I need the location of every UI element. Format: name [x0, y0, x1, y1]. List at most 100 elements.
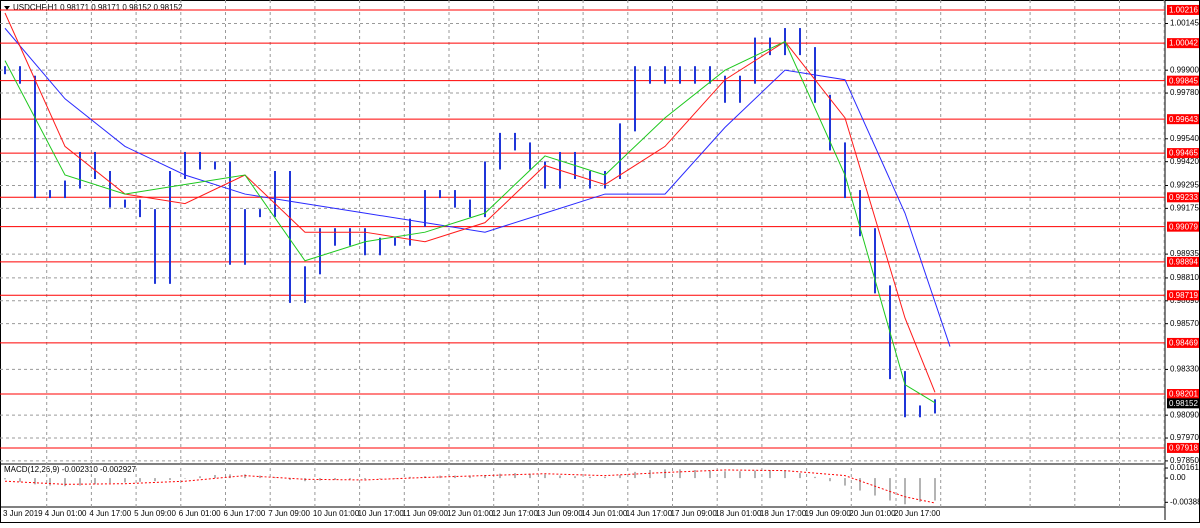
time-label: 3 Jun 2019 — [3, 509, 43, 518]
macd-bar — [604, 476, 606, 479]
time-label: 19 Jun 09:00 — [805, 509, 852, 518]
price-label: 0.98570 — [1170, 319, 1199, 328]
time-label: 17 Jun 09:00 — [671, 509, 718, 518]
price-label: 0.99420 — [1170, 157, 1199, 166]
level-label: 0.98719 — [1169, 291, 1198, 300]
macd-bar — [739, 471, 741, 479]
macd-bar — [169, 478, 171, 480]
price-label: 0.99900 — [1170, 65, 1199, 74]
macd-bar — [199, 476, 201, 479]
level-tag — [1167, 75, 1199, 86]
level-tag — [1167, 148, 1199, 159]
level-tag — [1167, 442, 1199, 453]
macd-bar — [784, 470, 786, 479]
time-label: 13 Jun 09:00 — [536, 509, 583, 518]
macd-bar — [109, 478, 111, 484]
macd-signal — [4, 469, 936, 504]
macd-bar — [844, 478, 846, 486]
symbol-menu[interactable] — [4, 6, 10, 10]
macd-bar — [94, 478, 96, 485]
time-label: 10 Jun 17:00 — [358, 509, 405, 518]
time-label: 7 Jun 09:00 — [268, 509, 310, 518]
macd-bar — [589, 476, 591, 479]
macd-bar — [499, 473, 501, 479]
macd-bar — [214, 474, 216, 479]
time-label: 12 Jun 17:00 — [492, 509, 539, 518]
moving-average — [4, 12, 936, 393]
macd-bar — [814, 476, 816, 479]
macd-bar — [754, 470, 756, 479]
time-label: 10 Jun 01:00 — [313, 509, 360, 518]
price-label: 0.98090 — [1170, 410, 1199, 419]
level-tag — [1167, 256, 1199, 267]
level-label: 0.99845 — [1169, 76, 1198, 85]
price-label: 0.98330 — [1170, 365, 1199, 374]
level-tag — [1167, 389, 1199, 400]
price-label: 0.97850 — [1170, 456, 1199, 465]
macd-bar — [724, 471, 726, 479]
level-tag — [1167, 221, 1199, 232]
macd-bar — [874, 478, 876, 496]
time-label: 20 Jun 01:00 — [849, 509, 896, 518]
macd-title: MACD(12,26,9) -0.002310 -0.002927 — [4, 465, 137, 474]
time-label: 12 Jun 01:00 — [447, 509, 494, 518]
level-label: 0.99465 — [1169, 149, 1198, 158]
time-label: 18 Jun 17:00 — [760, 509, 807, 518]
level-tag — [1167, 38, 1199, 49]
time-label: 14 Jun 17:00 — [626, 509, 673, 518]
macd-bar — [49, 478, 51, 486]
macd-bar — [394, 478, 396, 479]
macd-bar — [649, 469, 651, 479]
macd-bar — [574, 476, 576, 479]
macd-bar — [559, 475, 561, 479]
macd-bar — [19, 478, 21, 482]
macd-bar — [679, 469, 681, 479]
level-tag — [1167, 337, 1199, 348]
macd-bar — [229, 474, 231, 479]
level-tag — [1167, 290, 1199, 301]
level-tag — [1167, 192, 1199, 203]
level-label: 0.97918 — [1169, 444, 1198, 453]
level-tag — [1167, 4, 1199, 15]
macd-bar — [139, 478, 141, 482]
price-label: 0.98690 — [1170, 296, 1199, 305]
macd-bar — [454, 475, 456, 479]
macd-bar — [289, 478, 291, 480]
macd-bar — [379, 478, 381, 479]
macd-bar — [709, 470, 711, 479]
macd-bar — [904, 478, 906, 505]
level-label: 0.98469 — [1169, 339, 1198, 348]
macd-bar — [64, 478, 66, 487]
time-label: 20 Jun 17:00 — [894, 509, 941, 518]
symbol-header: USDCHF,H1 0.98171 0.98171 0.98152 0.9815… — [13, 3, 183, 12]
macd-bar — [544, 474, 546, 479]
macd-bar — [529, 473, 531, 479]
level-tag — [1167, 114, 1199, 125]
macd-bar — [889, 478, 891, 501]
time-label: 18 Jun 01:00 — [715, 509, 762, 518]
price-label: 1.00145 — [1170, 19, 1199, 28]
macd-bar — [409, 476, 411, 479]
macd-bar — [514, 473, 516, 479]
macd-bar — [799, 473, 801, 479]
macd-bar — [349, 478, 351, 480]
macd-bar — [334, 478, 336, 480]
time-label: 4 Jun 17:00 — [89, 509, 131, 518]
time-label: 6 Jun 17:00 — [224, 509, 266, 518]
macd-bar — [829, 478, 831, 482]
level-label: 0.98894 — [1169, 258, 1198, 267]
level-label: 1.00042 — [1169, 39, 1198, 48]
price-label: 0.99295 — [1170, 181, 1199, 190]
macd-label: 0.001615 — [1170, 463, 1200, 472]
macd-bar — [364, 478, 366, 480]
macd-bar — [34, 478, 36, 485]
level-label: 0.99233 — [1169, 193, 1198, 202]
time-label: 11 Jun 09:00 — [402, 509, 448, 518]
price-label: 0.98935 — [1170, 249, 1199, 258]
time-label: 5 Jun 09:00 — [134, 509, 176, 518]
macd-bar — [859, 478, 861, 491]
macd-bar — [4, 478, 6, 480]
moving-average — [4, 40, 936, 404]
